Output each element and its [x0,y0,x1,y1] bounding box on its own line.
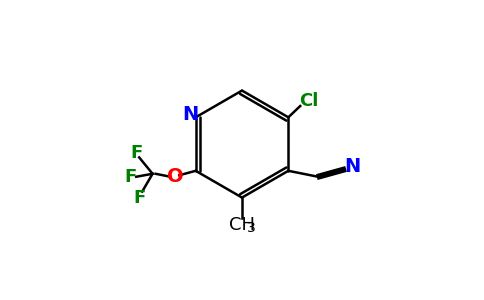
Text: O: O [166,167,183,186]
Text: F: F [133,189,145,207]
Text: 3: 3 [247,220,256,235]
Text: CH: CH [229,216,255,234]
Text: F: F [124,168,136,186]
Text: N: N [182,105,198,124]
Text: N: N [344,158,361,176]
Text: Cl: Cl [300,92,319,110]
Text: F: F [130,144,142,162]
